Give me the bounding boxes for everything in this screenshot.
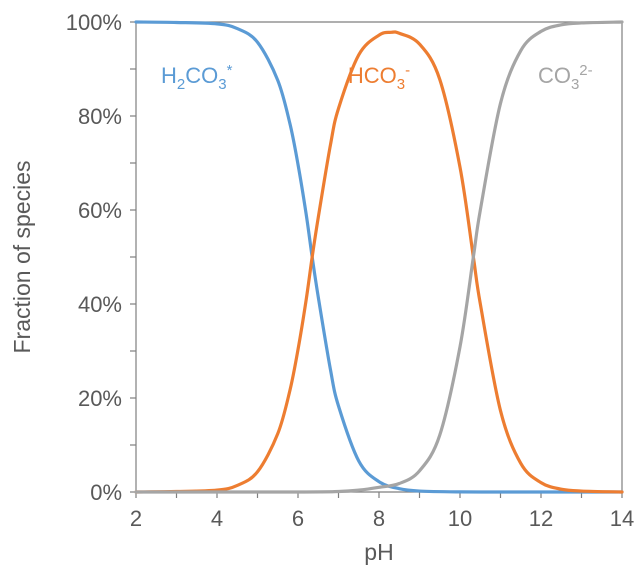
hco3-series-label: HCO3- bbox=[348, 62, 410, 93]
series-labels: H2CO3* HCO3- CO32- bbox=[161, 62, 593, 93]
axes bbox=[135, 21, 623, 493]
co3-series-line bbox=[134, 20, 624, 494]
series-group bbox=[134, 20, 624, 494]
y-tick-label: 40% bbox=[78, 292, 122, 317]
y-tick-label: 0% bbox=[90, 480, 122, 505]
y-axis-label: Fraction of species bbox=[9, 160, 35, 353]
hco3-series-line bbox=[134, 30, 624, 494]
h2co3-series-label: H2CO3* bbox=[161, 62, 233, 93]
ticks: 2 4 6 8 10 12 14 0% 20% 40% 60% 80% 100% bbox=[66, 10, 635, 531]
x-tick-label: 4 bbox=[211, 506, 223, 531]
x-tick-label: 8 bbox=[373, 506, 385, 531]
x-tick-label: 12 bbox=[529, 506, 553, 531]
y-tick-label: 20% bbox=[78, 386, 122, 411]
x-tick-label: 2 bbox=[130, 506, 142, 531]
x-tick-label: 6 bbox=[292, 506, 304, 531]
y-tick-label: 60% bbox=[78, 198, 122, 223]
y-tick-label: 80% bbox=[78, 104, 122, 129]
y-tick-label: 100% bbox=[66, 10, 122, 35]
h2co3-series-line bbox=[134, 20, 624, 494]
x-tick-label: 14 bbox=[610, 506, 634, 531]
x-tick-label: 10 bbox=[448, 506, 472, 531]
co3-series-label: CO32- bbox=[538, 62, 593, 93]
x-axis-label: pH bbox=[364, 539, 393, 565]
